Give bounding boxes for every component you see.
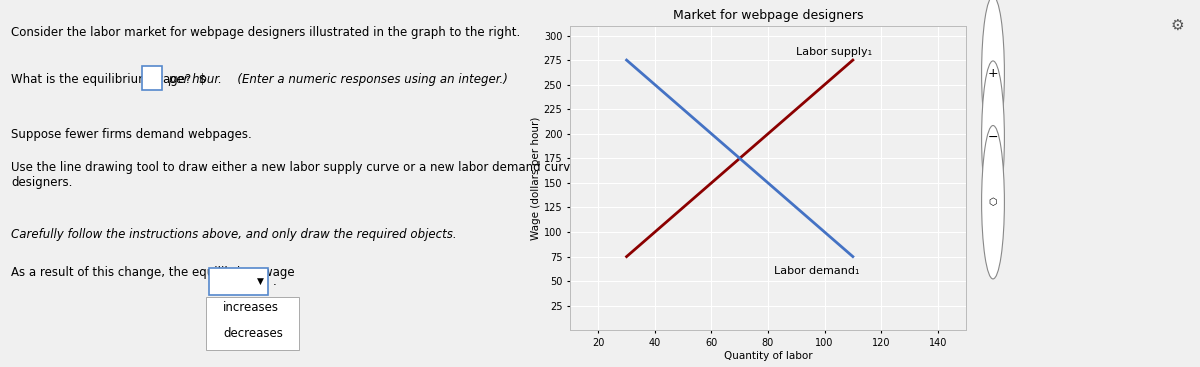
Text: What is the equilibrium wage?  $: What is the equilibrium wage? $ [11, 73, 206, 86]
Text: increases: increases [223, 301, 280, 314]
Bar [206, 297, 299, 350]
Text: ▼: ▼ [257, 277, 263, 286]
Text: Suppose fewer firms demand webpages.: Suppose fewer firms demand webpages. [11, 128, 252, 141]
Text: As a result of this change, the equilibrium wage: As a result of this change, the equilibr… [11, 266, 295, 279]
Y-axis label: Wage (dollars per hour): Wage (dollars per hour) [530, 116, 541, 240]
Text: ⚙: ⚙ [1171, 18, 1184, 33]
Circle shape [982, 61, 1004, 214]
Bar [209, 268, 268, 295]
Bar [143, 66, 162, 90]
Text: Consider the labor market for webpage designers illustrated in the graph to the : Consider the labor market for webpage de… [11, 26, 521, 39]
Text: Labor demand₁: Labor demand₁ [774, 266, 859, 276]
Text: ⬡: ⬡ [989, 197, 997, 207]
Text: decreases: decreases [223, 327, 283, 339]
Circle shape [982, 0, 1004, 150]
Text: .: . [272, 275, 276, 288]
Text: Labor supply₁: Labor supply₁ [797, 47, 872, 57]
Text: per hour.   (Enter a numeric responses using an integer.): per hour. (Enter a numeric responses usi… [166, 73, 508, 86]
X-axis label: Quantity of labor: Quantity of labor [724, 351, 812, 361]
Text: Use the line drawing tool to draw either a new labor supply curve or a new labor: Use the line drawing tool to draw either… [11, 161, 924, 189]
Text: −: − [988, 131, 998, 144]
Title: Market for webpage designers: Market for webpage designers [673, 9, 863, 22]
Circle shape [982, 126, 1004, 279]
Text: Carefully follow the instructions above, and only draw the required objects.: Carefully follow the instructions above,… [11, 228, 457, 240]
Text: +: + [988, 66, 998, 80]
